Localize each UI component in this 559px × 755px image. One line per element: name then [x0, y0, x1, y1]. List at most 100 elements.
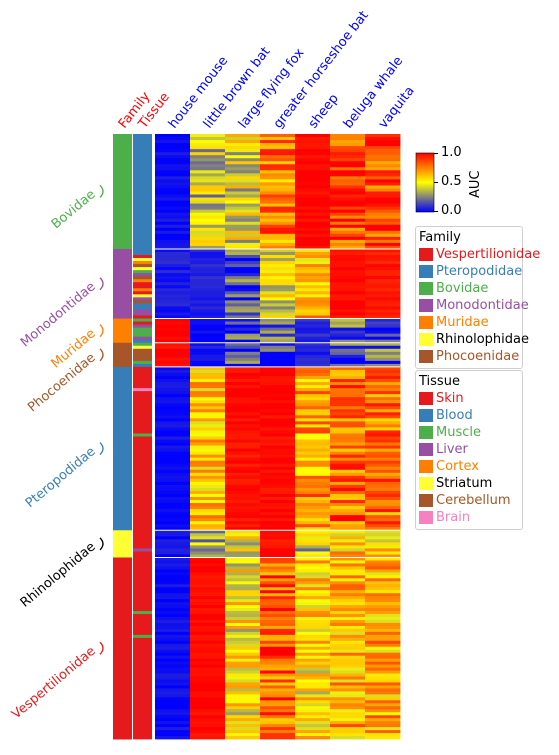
heat-cell	[225, 688, 261, 692]
heat-cell	[225, 215, 261, 220]
heat-cell	[365, 351, 401, 356]
heat-cell	[260, 709, 296, 713]
heat-cell	[365, 306, 401, 310]
heat-cell	[190, 245, 226, 250]
heat-cell	[295, 391, 331, 395]
tissue-annotation-cell	[133, 291, 152, 295]
heat-cell	[155, 318, 191, 322]
heat-cell	[295, 712, 331, 716]
heat-cell	[295, 300, 331, 304]
heat-cell	[295, 203, 331, 207]
tissue-annotation-cell	[133, 176, 152, 180]
heat-cell	[225, 258, 261, 262]
tissue-annotation-cell	[133, 542, 152, 546]
heat-cell	[365, 451, 401, 456]
tissue-annotation-cell	[133, 369, 152, 374]
heat-cell	[365, 294, 401, 298]
heat-cell	[190, 590, 226, 594]
heat-cell	[260, 509, 296, 513]
heat-cell	[190, 248, 226, 253]
heat-cell	[330, 646, 366, 651]
heat-cell	[330, 442, 366, 446]
heat-cell	[295, 643, 331, 648]
heat-cell	[155, 433, 191, 437]
heat-cell	[295, 493, 331, 498]
heat-cell	[190, 212, 226, 217]
tissue-annotation-cell	[133, 551, 152, 555]
heat-cell	[260, 493, 296, 498]
heat-cell	[155, 276, 191, 280]
heat-cell	[260, 521, 296, 525]
heat-cell	[330, 730, 366, 734]
heat-cell	[190, 530, 226, 534]
heat-cell	[155, 134, 191, 138]
tissue-annotation-cell	[133, 445, 152, 449]
heat-cell	[190, 466, 226, 471]
heat-cell	[330, 682, 366, 686]
heat-cell	[155, 545, 191, 549]
heat-cell	[190, 497, 226, 501]
heat-cell	[330, 484, 366, 489]
heat-cell	[155, 475, 191, 480]
heat-cell	[225, 614, 261, 618]
heat-cell	[225, 469, 261, 474]
heat-cell	[190, 421, 226, 425]
heat-cell	[260, 206, 296, 211]
heat-cell	[155, 448, 191, 453]
heat-cell	[260, 388, 296, 392]
heat-cell	[330, 330, 366, 335]
tissue-annotation-cell	[133, 233, 152, 238]
heat-cell	[365, 646, 401, 651]
heat-cell	[260, 403, 296, 407]
tissue-annotation-cell	[133, 658, 152, 663]
heat-cell	[225, 503, 261, 507]
heat-cell	[260, 460, 296, 465]
heat-cell	[155, 303, 191, 307]
heat-cell	[295, 348, 331, 353]
heat-cell	[155, 566, 191, 570]
heat-cell	[365, 357, 401, 362]
heat-cell	[365, 530, 401, 534]
heat-cell	[225, 611, 261, 615]
heat-cell	[330, 548, 366, 552]
heat-cell	[260, 200, 296, 204]
heat-cell	[295, 309, 331, 313]
row-group-bracket	[99, 641, 104, 655]
heat-cell	[365, 724, 401, 728]
heat-cell	[365, 379, 401, 383]
heat-cell	[155, 554, 191, 558]
heat-cell	[365, 619, 401, 624]
heat-cell	[225, 700, 261, 704]
heat-cell	[190, 625, 226, 630]
heat-cell	[190, 137, 226, 141]
tissue-annotation-cell	[133, 664, 152, 668]
heat-cell	[260, 161, 296, 165]
heat-cell	[225, 545, 261, 549]
heat-cell	[330, 245, 366, 250]
heat-cell	[365, 481, 401, 486]
heat-cell	[365, 200, 401, 204]
heat-cell	[260, 733, 296, 737]
heat-cell	[295, 318, 331, 322]
heat-cell	[225, 164, 261, 168]
heat-cell	[365, 391, 401, 395]
heat-cell	[365, 703, 401, 707]
heat-cell	[225, 421, 261, 425]
tissue-annotation-cell	[133, 557, 152, 561]
heat-cell	[190, 366, 226, 371]
heat-cell	[225, 385, 261, 389]
heat-cell	[260, 724, 296, 728]
heat-cell	[365, 490, 401, 495]
tissue-legend-swatch	[419, 511, 433, 524]
heat-cell	[190, 333, 226, 338]
heat-cell	[365, 721, 401, 725]
heat-cell	[155, 185, 191, 189]
heat-cell	[295, 575, 331, 579]
heat-cell	[295, 634, 331, 639]
heat-cell	[155, 245, 191, 250]
tissue-annotation-cell	[133, 596, 152, 600]
tissue-annotation-cell	[133, 348, 152, 353]
heat-cell	[225, 575, 261, 579]
tissue-legend-item: Brain	[419, 509, 518, 526]
heat-cell	[330, 297, 366, 301]
